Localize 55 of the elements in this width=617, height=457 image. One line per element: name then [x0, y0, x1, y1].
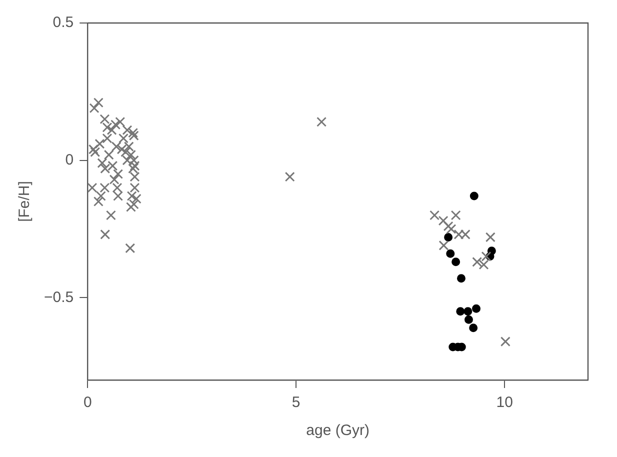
x-tick-label: 10	[496, 394, 513, 412]
point	[88, 182, 98, 193]
point	[472, 256, 482, 267]
point	[450, 210, 461, 220]
x-axis-title: age (Gyr)	[306, 422, 370, 440]
point	[122, 125, 132, 136]
point	[452, 258, 460, 266]
point	[125, 243, 136, 254]
point	[485, 232, 496, 242]
point	[93, 196, 104, 206]
point	[469, 324, 478, 332]
point	[456, 274, 466, 283]
point	[456, 307, 465, 316]
point	[90, 147, 100, 158]
point	[444, 232, 453, 242]
point	[438, 240, 449, 250]
point	[96, 191, 106, 201]
point	[430, 210, 440, 220]
point	[128, 130, 139, 141]
y-axis-title: [Fe/H]	[16, 181, 34, 222]
point	[111, 142, 122, 152]
point	[464, 307, 472, 316]
point	[97, 158, 108, 168]
point	[100, 164, 110, 174]
point	[115, 116, 126, 127]
point	[100, 182, 110, 193]
x-tick-label: 0	[83, 394, 92, 412]
point	[104, 150, 114, 160]
point	[113, 169, 124, 180]
point	[446, 249, 455, 258]
y-tick-label: 0	[65, 151, 74, 168]
point	[500, 336, 510, 347]
point	[472, 304, 480, 313]
point	[106, 210, 116, 220]
point	[89, 103, 100, 114]
point	[88, 144, 98, 154]
point	[284, 172, 295, 182]
point	[460, 229, 470, 240]
point	[316, 116, 327, 127]
point	[443, 221, 454, 232]
point	[454, 229, 464, 240]
point	[438, 216, 448, 226]
point	[94, 138, 105, 149]
point	[110, 120, 121, 130]
point	[108, 160, 118, 171]
point	[93, 98, 104, 108]
y-tick-label: −0.5	[44, 288, 74, 306]
point	[464, 315, 473, 324]
point	[470, 192, 478, 200]
point	[100, 229, 110, 240]
point	[128, 128, 138, 138]
y-tick-label: 0.5	[52, 14, 74, 32]
x-tick-label: 5	[292, 394, 300, 412]
point	[106, 125, 117, 136]
point	[446, 224, 456, 234]
